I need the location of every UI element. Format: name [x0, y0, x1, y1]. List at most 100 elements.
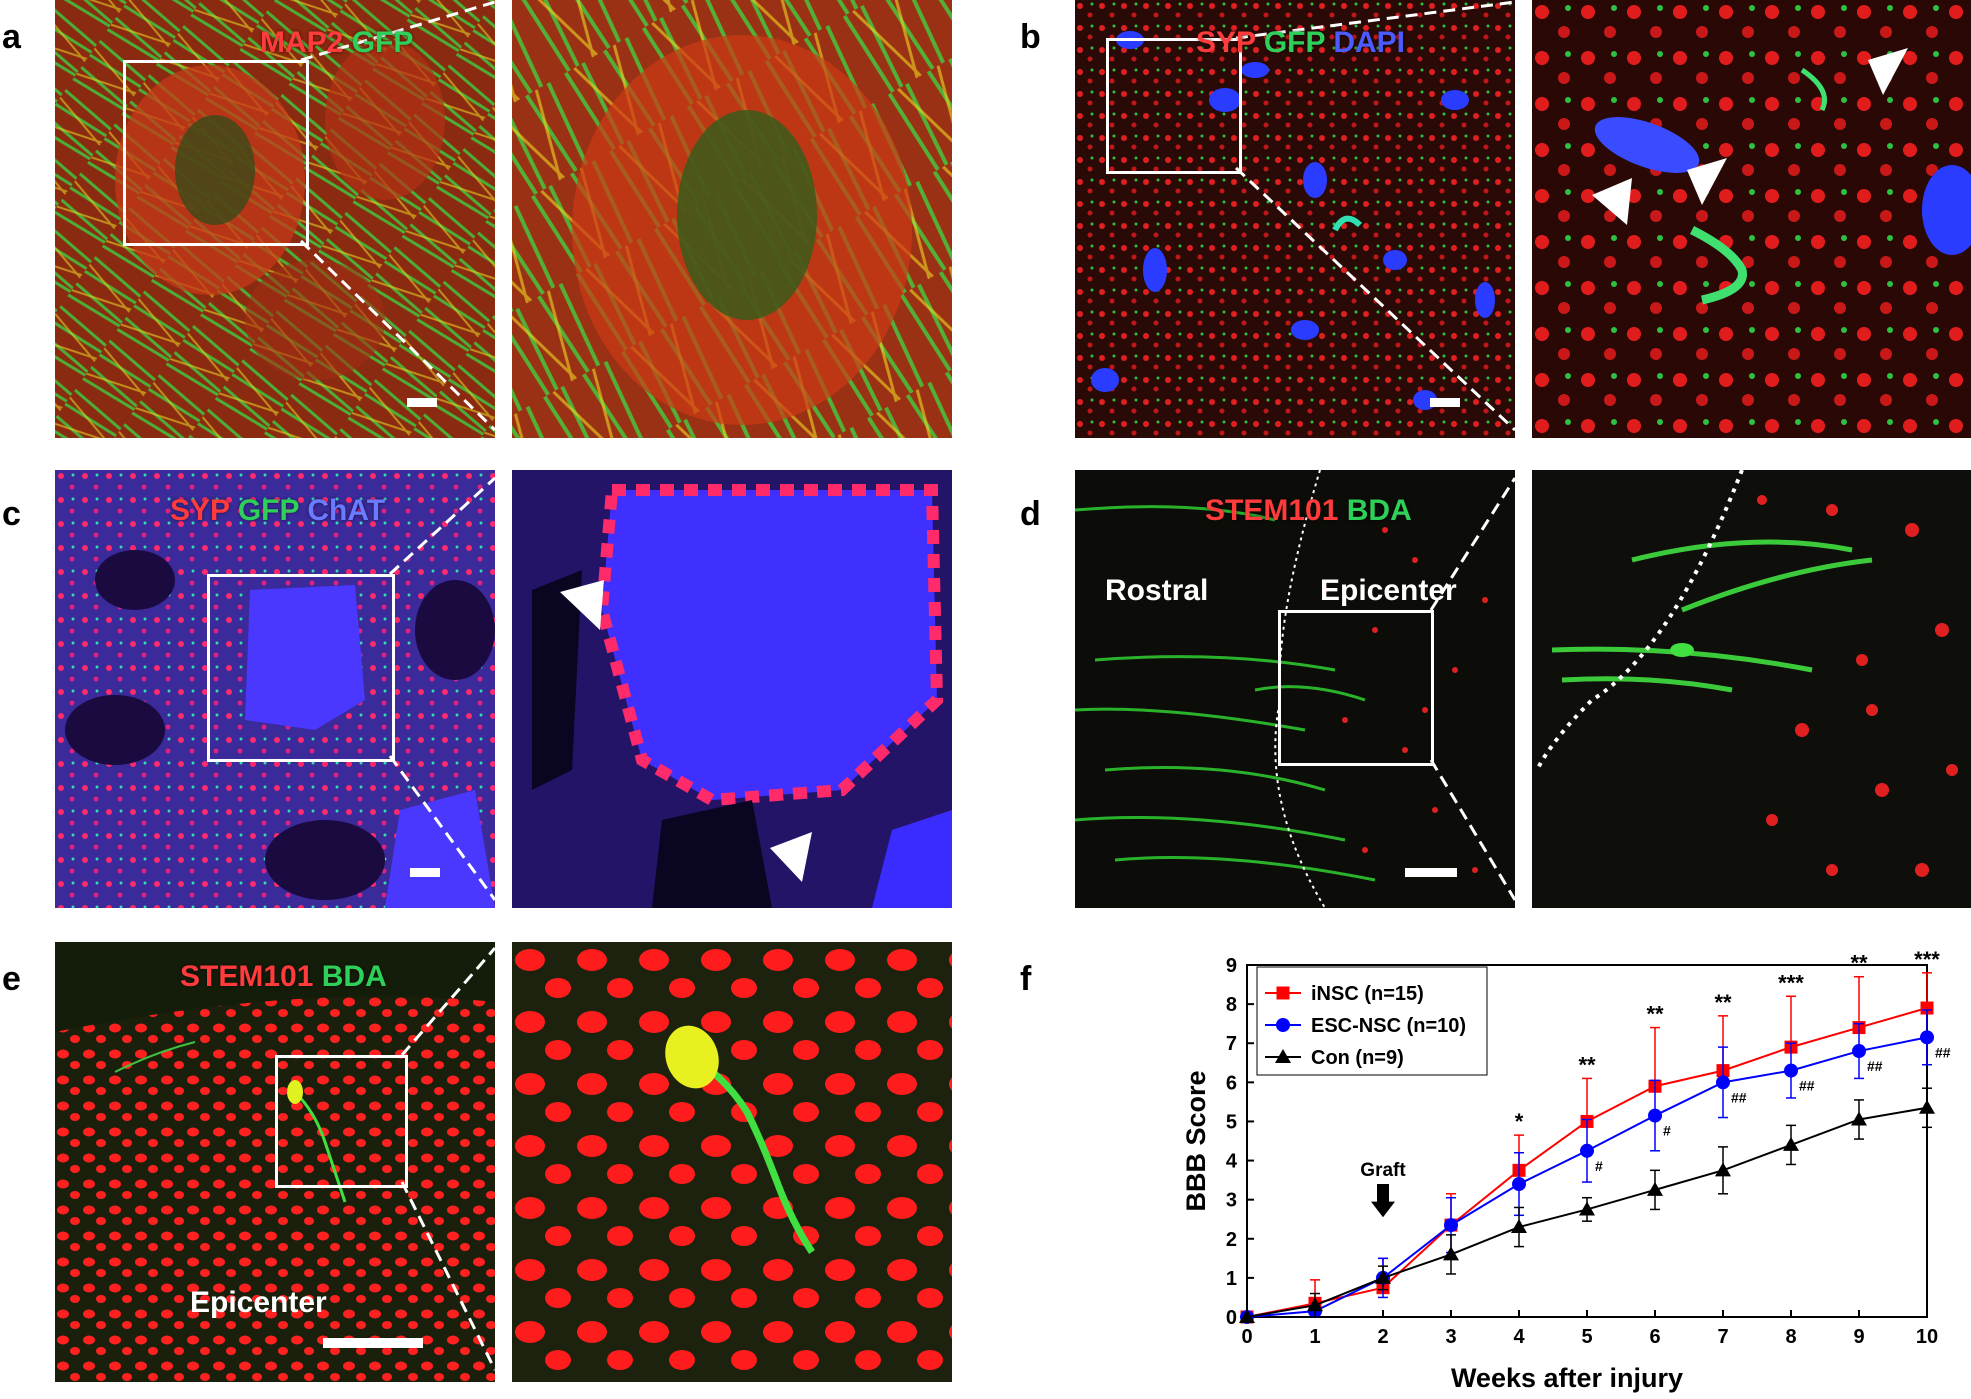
significance-hash: # — [1663, 1123, 1671, 1139]
micrograph-a-overview — [55, 0, 495, 438]
stain-label-b: SYP GFP DAPI — [1196, 28, 1405, 58]
data-point — [1919, 1099, 1935, 1114]
graft-arrow-icon — [1371, 1184, 1395, 1218]
data-point — [1512, 1177, 1526, 1192]
data-point — [1579, 1201, 1595, 1216]
significance-hash: ## — [1731, 1089, 1747, 1105]
micrograph-c-overview — [55, 470, 495, 908]
data-point — [1307, 1297, 1323, 1312]
data-point — [1716, 1075, 1730, 1090]
x-tick-label: 4 — [1513, 1326, 1525, 1348]
stain-label-e: STEM101 BDA — [180, 962, 387, 992]
stain-syp: SYP — [170, 494, 230, 527]
significance-star: *** — [1778, 970, 1804, 995]
stain-stem101: STEM101 — [180, 960, 314, 993]
y-tick-label: 9 — [1226, 955, 1237, 977]
stain-map2: MAP2 — [260, 26, 344, 59]
stain-bda: BDA — [321, 960, 387, 993]
stain-chat: ChAT — [307, 494, 386, 527]
micrograph-b-overview — [1075, 0, 1515, 438]
graft-label: Graft — [1360, 1160, 1406, 1181]
stain-label-d: STEM101 BDA — [1205, 496, 1412, 526]
y-tick-label: 7 — [1226, 1033, 1237, 1055]
significance-star: ** — [1578, 1052, 1596, 1077]
region-label-rostral: Rostral — [1105, 574, 1209, 607]
scale-bar-a — [407, 398, 437, 407]
data-point — [1851, 1111, 1867, 1126]
data-point — [1648, 1108, 1662, 1123]
region-label-epicenter: Epicenter — [190, 1286, 327, 1319]
significance-star: *** — [1914, 947, 1940, 972]
panel-label-b: b — [1020, 18, 1041, 56]
stain-syp: SYP — [1196, 26, 1256, 59]
data-point — [1715, 1162, 1731, 1177]
legend-label: ESC-NSC (n=10) — [1311, 1015, 1466, 1037]
region-label-epicenter: Epicenter — [1320, 574, 1457, 607]
data-point — [1784, 1063, 1798, 1078]
stain-label-c: SYP GFP ChAT — [170, 496, 385, 526]
x-tick-label: 7 — [1717, 1326, 1728, 1348]
data-point — [1852, 1044, 1866, 1059]
stain-dapi: DAPI — [1333, 26, 1406, 59]
panel-label-c: c — [2, 495, 21, 533]
x-tick-label: 3 — [1445, 1326, 1456, 1348]
y-tick-label: 4 — [1226, 1151, 1238, 1173]
micrograph-b-zoom — [1532, 0, 1971, 438]
micrograph-e-zoom — [512, 942, 952, 1382]
data-point — [1444, 1218, 1458, 1233]
inset-box-c — [207, 574, 395, 762]
x-tick-label: 5 — [1581, 1326, 1592, 1348]
stain-gfp: GFP — [237, 494, 299, 527]
y-tick-label: 5 — [1226, 1111, 1237, 1133]
significance-star: ** — [1850, 951, 1868, 976]
legend-label: Con (n=9) — [1311, 1047, 1404, 1069]
stain-gfp: GFP — [1263, 26, 1325, 59]
panel-label-d: d — [1020, 495, 1041, 533]
micrograph-a-zoom — [512, 0, 952, 438]
x-axis-label: Weeks after injury — [1451, 1363, 1683, 1393]
data-point — [1580, 1143, 1594, 1158]
y-tick-label: 2 — [1226, 1229, 1237, 1251]
y-tick-label: 1 — [1226, 1268, 1237, 1290]
significance-star: ** — [1646, 1002, 1664, 1027]
micrograph-c-zoom — [512, 470, 952, 908]
x-tick-label: 9 — [1853, 1326, 1864, 1348]
inset-box-e — [275, 1055, 408, 1188]
data-point — [1443, 1246, 1459, 1261]
significance-hash: ## — [1935, 1044, 1951, 1060]
legend-marker — [1276, 1018, 1290, 1032]
stain-stem101: STEM101 — [1205, 494, 1339, 527]
significance-hash: ## — [1799, 1078, 1815, 1094]
micrograph-d-zoom — [1532, 470, 1971, 908]
panel-label-e: e — [2, 960, 21, 998]
legend-label: iNSC (n=15) — [1311, 983, 1424, 1005]
significance-hash: # — [1595, 1158, 1603, 1174]
y-tick-label: 3 — [1226, 1190, 1237, 1212]
x-tick-label: 2 — [1377, 1326, 1388, 1348]
data-point — [1239, 1309, 1255, 1323]
data-point — [1783, 1136, 1799, 1151]
scale-bar-d — [1405, 868, 1457, 877]
inset-box-d — [1278, 610, 1434, 766]
scale-bar-e — [323, 1338, 423, 1348]
data-point — [1920, 1030, 1934, 1045]
x-tick-label: 1 — [1309, 1326, 1320, 1348]
legend-marker — [1276, 986, 1290, 1000]
legend-marker — [1275, 1049, 1291, 1063]
x-tick-label: 6 — [1649, 1326, 1660, 1348]
y-axis-label: BBB Score — [1181, 1070, 1211, 1211]
stain-gfp: GFP — [351, 26, 414, 59]
y-tick-label: 0 — [1226, 1307, 1237, 1329]
scale-bar-b — [1430, 398, 1460, 407]
x-tick-label: 8 — [1785, 1326, 1796, 1348]
data-point — [1647, 1181, 1663, 1196]
x-tick-label: 10 — [1916, 1326, 1938, 1348]
data-point — [1375, 1269, 1391, 1284]
panel-label-a: a — [2, 18, 21, 56]
data-point — [1920, 1001, 1934, 1015]
micrograph-e-overview: Epicenter — [55, 942, 495, 1382]
scale-bar-c — [410, 868, 440, 877]
data-point — [1511, 1219, 1527, 1234]
x-tick-label: 0 — [1241, 1326, 1252, 1348]
significance-star: * — [1515, 1109, 1524, 1134]
